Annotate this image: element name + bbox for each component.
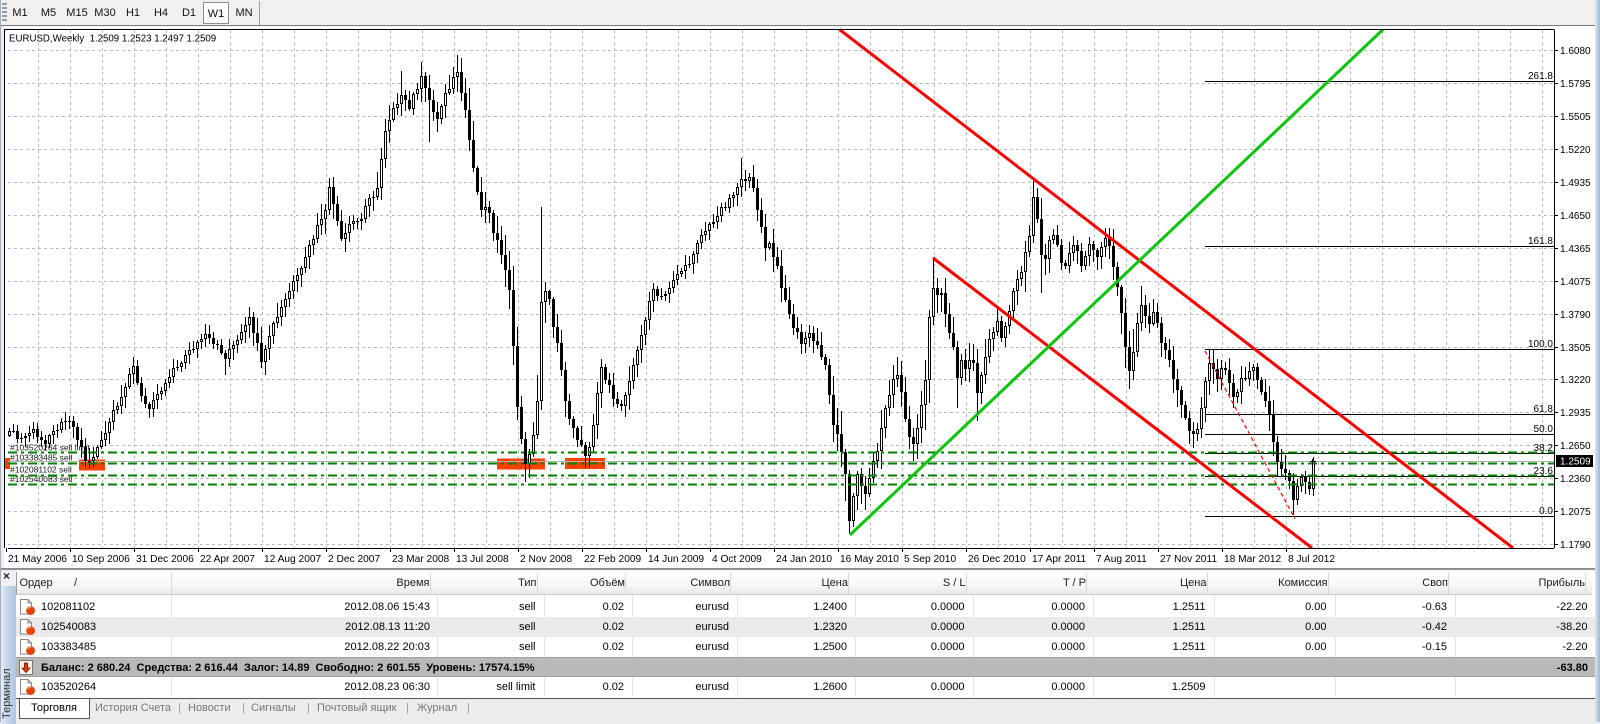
svg-text:1.3505: 1.3505 xyxy=(1560,343,1591,354)
svg-text:#102540083 sell: #102540083 sell xyxy=(10,474,73,484)
svg-text:#103383485 sell: #103383485 sell xyxy=(10,453,73,463)
svg-text:1.4650: 1.4650 xyxy=(1560,211,1591,222)
svg-text:5 Sep 2010: 5 Sep 2010 xyxy=(904,554,956,565)
svg-text:1.5505: 1.5505 xyxy=(1560,112,1591,123)
svg-text:161.8: 161.8 xyxy=(1528,236,1553,247)
svg-text:1.6080: 1.6080 xyxy=(1560,46,1591,57)
svg-text:2 Nov 2008: 2 Nov 2008 xyxy=(520,554,572,565)
svg-text:21 May 2006: 21 May 2006 xyxy=(8,554,67,565)
svg-text:4 Oct 2009: 4 Oct 2009 xyxy=(712,554,762,565)
svg-text:8 Jul 2012: 8 Jul 2012 xyxy=(1288,554,1335,565)
svg-text:26 Dec 2010: 26 Dec 2010 xyxy=(968,554,1026,565)
svg-text:17 Apr 2011: 17 Apr 2011 xyxy=(1032,554,1087,565)
svg-text:EURUSD,Weekly 1.2509 1.2523 1: EURUSD,Weekly 1.2509 1.2523 1.2497 1.250… xyxy=(9,34,216,45)
svg-text:1.2650: 1.2650 xyxy=(1560,441,1591,452)
svg-text:22 Apr 2007: 22 Apr 2007 xyxy=(200,554,255,565)
svg-text:1.2075: 1.2075 xyxy=(1560,507,1591,518)
svg-text:1.5220: 1.5220 xyxy=(1560,145,1591,156)
svg-text:24 Jan 2010: 24 Jan 2010 xyxy=(776,554,832,565)
svg-text:18 Mar 2012: 18 Mar 2012 xyxy=(1224,554,1282,565)
svg-text:2 Dec 2007: 2 Dec 2007 xyxy=(328,554,380,565)
svg-text:#102081102 sell: #102081102 sell xyxy=(10,465,72,475)
svg-text:1.3220: 1.3220 xyxy=(1560,375,1591,386)
svg-text:1.2360: 1.2360 xyxy=(1560,474,1591,485)
svg-text:27 Nov 2011: 27 Nov 2011 xyxy=(1160,554,1217,565)
svg-text:22 Feb 2009: 22 Feb 2009 xyxy=(584,554,642,565)
svg-text:31 Dec 2006: 31 Dec 2006 xyxy=(136,554,194,565)
svg-text:10 Sep 2006: 10 Sep 2006 xyxy=(72,554,130,565)
svg-text:261.8: 261.8 xyxy=(1528,71,1553,82)
svg-text:13 Jul 2008: 13 Jul 2008 xyxy=(456,554,509,565)
svg-text:100.0: 100.0 xyxy=(1528,339,1553,350)
svg-text:61.8: 61.8 xyxy=(1534,404,1554,415)
svg-text:12 Aug 2007: 12 Aug 2007 xyxy=(264,554,322,565)
svg-text:1.2935: 1.2935 xyxy=(1560,408,1591,419)
svg-text:1.4935: 1.4935 xyxy=(1560,178,1591,189)
svg-text:16 May 2010: 16 May 2010 xyxy=(840,554,899,565)
svg-text:1.4365: 1.4365 xyxy=(1560,244,1591,255)
svg-text:50.0: 50.0 xyxy=(1534,424,1554,435)
svg-text:0.0: 0.0 xyxy=(1539,506,1553,517)
svg-text:1.1790: 1.1790 xyxy=(1560,540,1591,551)
svg-text:14 Jun 2009: 14 Jun 2009 xyxy=(648,554,704,565)
svg-text:1.5795: 1.5795 xyxy=(1560,79,1591,90)
svg-text:7 Aug 2011: 7 Aug 2011 xyxy=(1096,554,1147,565)
svg-text:1.3790: 1.3790 xyxy=(1560,310,1591,321)
svg-text:#103520264 sell limit: #103520264 sell limit xyxy=(10,443,90,453)
svg-text:23 Mar 2008: 23 Mar 2008 xyxy=(392,554,450,565)
svg-text:1.4075: 1.4075 xyxy=(1560,277,1591,288)
svg-text:1.2509: 1.2509 xyxy=(1560,457,1591,468)
svg-text:23.6: 23.6 xyxy=(1534,466,1554,477)
svg-text:38.2: 38.2 xyxy=(1534,443,1554,454)
